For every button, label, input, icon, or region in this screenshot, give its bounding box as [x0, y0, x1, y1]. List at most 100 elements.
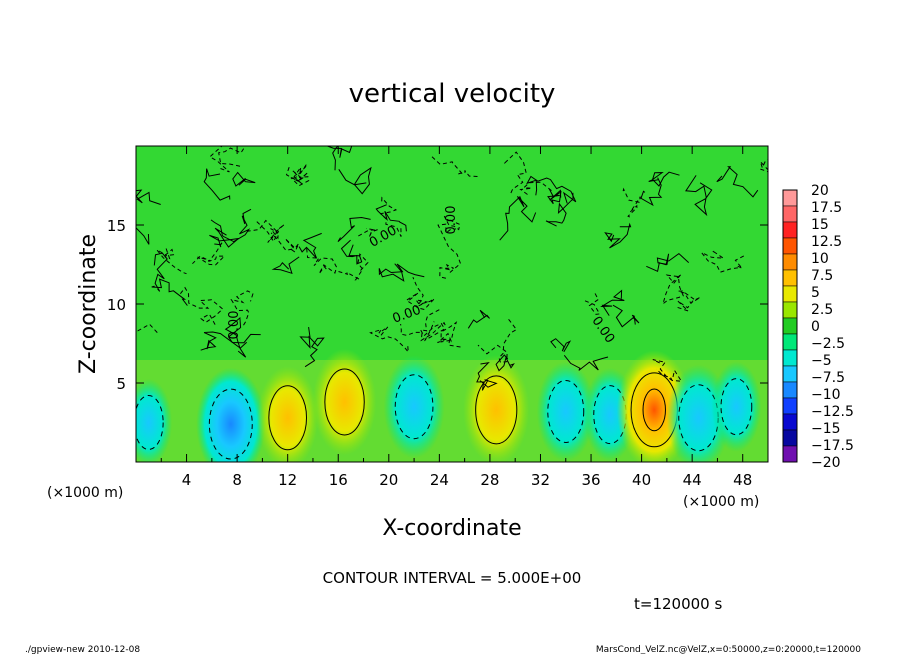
contour-line [208, 388, 253, 460]
contour-line [646, 252, 690, 273]
time-text: t=120000 s [634, 595, 722, 613]
velocity-cell [312, 348, 377, 456]
colorbar-swatch [782, 189, 798, 207]
velocity-cell [196, 367, 266, 462]
contour-line [545, 192, 574, 227]
colorbar-label: 0 [811, 319, 820, 335]
x-tick-label: 8 [232, 471, 242, 489]
x-tick-label: 40 [632, 471, 651, 489]
colorbar-label: 17.5 [811, 200, 842, 216]
colorbar-label: 20 [811, 183, 829, 199]
contour-line [476, 361, 498, 391]
contour-line [662, 273, 684, 304]
contour-line [467, 309, 490, 329]
contour-line [247, 219, 285, 243]
velocity-cell [383, 355, 445, 459]
contour-line [306, 246, 338, 275]
colorbar-swatch [782, 429, 798, 447]
velocity-cell [257, 366, 319, 462]
contour-line [338, 166, 372, 195]
contour-line [405, 277, 435, 311]
colorbar-label: −2.5 [811, 336, 845, 352]
contour-line [338, 253, 369, 281]
colorbar-swatch [782, 413, 798, 431]
colorbar-swatch [782, 237, 798, 255]
colorbar-label: −15 [811, 421, 841, 437]
source-stamp: MarsCond_VelZ.nc@VelZ,x=0:50000,z=0:2000… [596, 645, 861, 654]
colorbar-swatch [782, 317, 798, 335]
contour-line [604, 222, 632, 249]
contour-line [232, 171, 256, 187]
colorbar-label: 15 [811, 217, 829, 233]
contour-line [547, 188, 562, 205]
x-tick-label: 48 [733, 471, 752, 489]
x-unit-right: (×1000 m) [683, 494, 759, 510]
contour-label: 0.00 [227, 311, 242, 340]
plot-area [136, 146, 768, 462]
y-tick-label: 10 [107, 296, 126, 314]
contour-line [293, 164, 307, 185]
contour-line [203, 168, 231, 201]
contour-line [685, 175, 713, 217]
x-unit-left: (×1000 m) [47, 485, 123, 501]
colorbar-label: 7.5 [811, 268, 833, 284]
colorbar-label: −17.5 [811, 438, 854, 454]
contour-line [218, 146, 245, 167]
y-tick-label: 15 [107, 217, 126, 235]
colorbar-swatch [782, 205, 798, 223]
colorbar-swatch [782, 269, 798, 287]
colorbar-label: −20 [811, 455, 841, 471]
contour-line [430, 155, 478, 177]
contour-line [299, 327, 325, 368]
contour-line [652, 359, 683, 382]
contour-line [675, 290, 701, 312]
colorbar-label: 2.5 [811, 302, 833, 318]
contour-line [622, 187, 641, 218]
y-tick-label: 5 [116, 375, 126, 393]
contour-line [270, 232, 300, 253]
colorbar-swatch [782, 445, 798, 463]
velocity-cell [711, 361, 762, 452]
contour-line [648, 171, 680, 187]
contour-line [324, 368, 365, 436]
contour-line [437, 223, 462, 273]
contour-line [475, 375, 518, 445]
colorbar-swatch [782, 365, 798, 383]
contour-line [547, 379, 585, 443]
x-tick-label: 24 [430, 471, 449, 489]
contour-line [419, 309, 446, 342]
contour-line [179, 286, 224, 325]
contour-line [337, 216, 371, 242]
contour-line [271, 256, 300, 275]
colorbar-swatch [782, 397, 798, 415]
x-tick-label: 32 [531, 471, 550, 489]
program-stamp: ./gpview-new 2010-12-08 [25, 645, 140, 654]
contour-line [499, 195, 537, 241]
contour-line [504, 151, 527, 194]
contour-line [600, 289, 625, 316]
colorbar-swatch [782, 349, 798, 367]
x-tick-label: 20 [379, 471, 398, 489]
contour-line [612, 304, 640, 328]
colorbar-label: −7.5 [811, 370, 845, 386]
contour-line [640, 177, 663, 207]
contour-line [298, 232, 322, 259]
colorbar-swatch [782, 285, 798, 303]
x-tick-label: 4 [182, 471, 192, 489]
contour-label: 0.00 [444, 206, 459, 235]
velocity-cell [463, 355, 530, 462]
colorbar-swatch [782, 381, 798, 399]
y-axis: 5 10 15 [107, 217, 768, 393]
contour-line [340, 239, 363, 265]
contour-line [716, 166, 759, 198]
x-tick-label: 36 [581, 471, 600, 489]
contour-line [439, 263, 454, 279]
contour-line [375, 204, 407, 232]
contour-line [136, 189, 161, 205]
colorbar-label: 10 [811, 251, 829, 267]
y-axis-title: Z-coordinate [76, 234, 101, 374]
x-axis: 4 8 12 16 20 24 28 32 36 40 44 48 [160, 146, 752, 489]
contour-line [642, 388, 666, 432]
contour-line [477, 318, 518, 363]
colorbar: 2017.51512.5107.552.50−2.5−5−7.5−10−12.5… [782, 183, 854, 471]
